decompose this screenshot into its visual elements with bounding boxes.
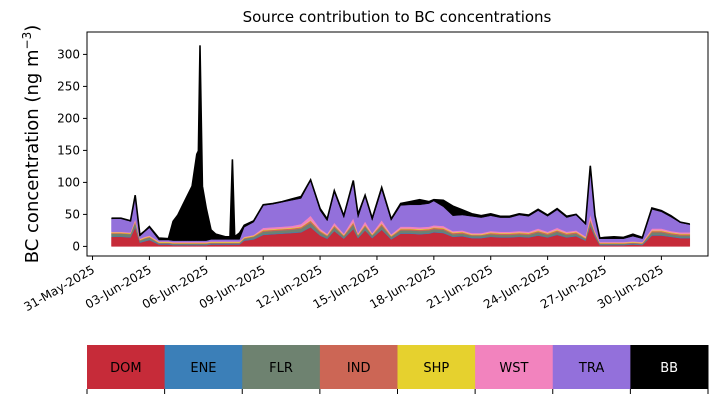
x-tick-label: 31-May-2025 [22,262,97,314]
legend-label-dom: DOM [110,361,141,376]
legend-label-tra: TRA [578,361,604,376]
legend-swatch-tra [552,345,631,389]
y-tick-label: 100 [57,175,80,189]
chart-title: Source contribution to BC concentrations [243,8,552,26]
legend-label-wst: WST [499,361,528,376]
legend-label-bb: BB [660,361,678,376]
y-axis-label: BC concentration (ng m−3) [20,25,43,264]
y-tick-label: 150 [57,143,80,157]
legend-swatch-wst [475,345,554,389]
y-tick-label: 200 [57,111,80,125]
stacked-areas [111,45,691,247]
y-axis-label-main: BC concentration (ng m [22,49,43,263]
legend-label-ind: IND [347,361,371,376]
y-tick-label: 0 [72,239,80,253]
legend-swatch-dom [87,345,166,389]
legend-label-ene: ENE [190,361,216,376]
y-axis-label-close: ) [22,25,43,32]
y-axis-label-exponent: −3 [20,32,34,50]
legend-swatch-ene [164,345,243,389]
plot-frame [86,31,709,257]
legend-swatch-shp [397,345,476,389]
y-tick-label: 50 [65,207,80,221]
y-tick-label: 300 [57,47,80,61]
legend-swatch-flr [242,345,321,389]
x-axis: 31-May-202503-Jun-202506-Jun-202509-Jun-… [22,256,666,314]
legend-label-shp: SHP [423,361,449,376]
legend: DOM ENE FLR IND SHP WST TRA BB [86,345,709,394]
legend-label-flr: FLR [269,361,293,376]
legend-swatch-ind [319,345,398,389]
total-line [111,45,690,240]
y-axis: 0 50 100 150 200 250 300 [57,47,87,253]
y-tick-label: 250 [57,79,80,93]
legend-swatch-bb [630,345,709,389]
